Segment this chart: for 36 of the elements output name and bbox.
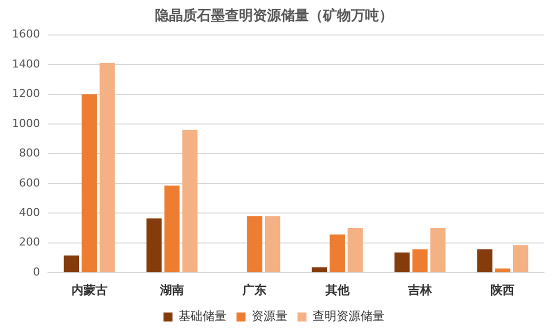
bar <box>146 218 162 272</box>
x-tick-label: 广东 <box>242 282 267 297</box>
bar <box>82 94 97 272</box>
x-tick-label: 吉林 <box>407 282 433 297</box>
x-tick-label: 湖南 <box>158 282 184 297</box>
bar <box>182 130 198 272</box>
bar <box>64 256 80 272</box>
bar <box>348 228 363 272</box>
bar <box>247 216 262 272</box>
y-tick-label: 600 <box>18 176 40 190</box>
bar <box>264 216 280 272</box>
y-tick-label: 1400 <box>12 57 40 70</box>
bar <box>312 267 328 272</box>
x-tick-label: 内蒙古 <box>71 282 108 297</box>
bar <box>477 249 492 272</box>
bar <box>495 268 510 272</box>
y-tick-label: 400 <box>18 206 40 220</box>
y-tick-label: 1200 <box>12 87 40 100</box>
legend-label: 查明资源储量 <box>312 309 384 324</box>
y-tick-label: 1600 <box>12 28 40 41</box>
bar <box>100 63 115 272</box>
y-tick-label: 200 <box>18 236 40 249</box>
y-tick-label: 1000 <box>12 116 40 130</box>
y-tick-label: 0 <box>32 265 40 278</box>
bar <box>512 245 528 272</box>
x-tick-label: 陕西 <box>490 282 515 297</box>
bar <box>412 249 428 272</box>
chart-title: 隐晶质石墨查明资源储量（矿物万吨） <box>155 7 393 24</box>
bar <box>330 234 345 272</box>
y-tick-label: 800 <box>18 146 40 160</box>
legend-label: 基础储量 <box>178 309 226 324</box>
bar <box>394 252 410 272</box>
legend-label: 资源量 <box>252 309 288 324</box>
bar <box>164 186 180 272</box>
x-tick-label: 其他 <box>324 282 350 297</box>
bar <box>430 228 446 272</box>
